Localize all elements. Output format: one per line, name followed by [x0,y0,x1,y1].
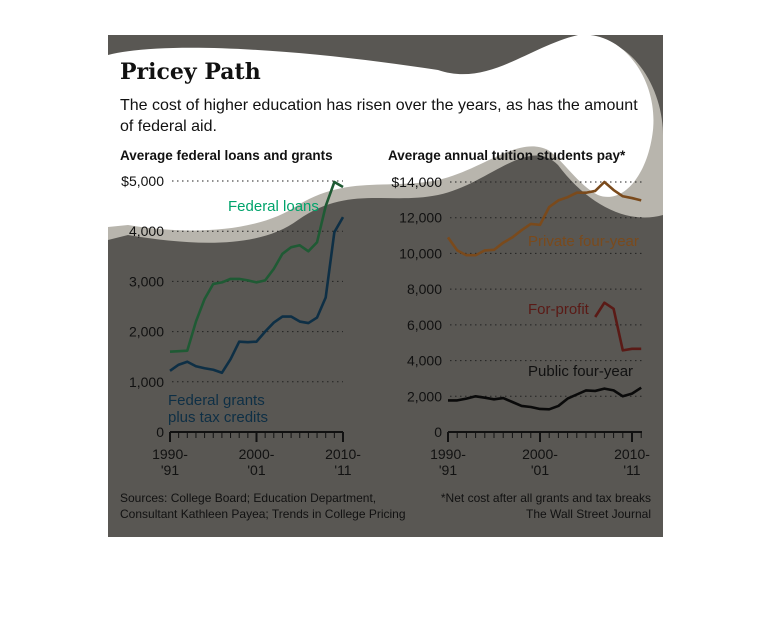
series-line-federal-grants-plus-tax-credits [169,216,345,375]
x-tick-label: '91 [439,462,457,478]
x-tick-label: '11 [623,462,640,478]
x-tick-label: '91 [161,462,179,478]
y-tick-label: 2,000 [407,388,442,404]
charts: 01,0002,0003,0004,000$5,0001990-'912000-… [121,173,650,478]
chart-subtitle: The cost of higher education has risen o… [120,97,638,135]
y-tick-label: 4,000 [407,353,442,369]
credit: The Wall Street Journal [526,507,651,521]
series-label: Federal loans [228,198,319,215]
x-tick-label: '01 [247,462,265,478]
x-tick-label: 1990- [152,446,188,462]
series-label: Public four-year [528,363,633,380]
y-tick-label: 0 [434,424,442,440]
x-tick-label: 2000- [522,446,558,462]
series-line-public-four-year [448,386,642,411]
sources: Sources: College Board; Education Depart… [120,491,406,521]
y-tick-label: 1,000 [129,374,164,390]
y-tick-label: 4,000 [129,223,164,239]
x-tick-label: 2010- [325,446,361,462]
highlight-overlay [108,35,663,243]
series-label: For-profit [528,301,590,318]
x-tick-label: 2010- [614,446,650,462]
y-tick-label: 0 [156,424,164,440]
y-tick-label: 12,000 [399,210,442,226]
x-tick-label: '01 [531,462,549,478]
y-tick-label: 10,000 [399,245,442,261]
y-tick-label: $5,000 [121,173,164,189]
footnote: *Net cost after all grants and tax break… [440,491,651,505]
x-tick-label: 1990- [430,446,466,462]
chart-title: Pricey Path [120,59,261,85]
y-tick-label: $14,000 [391,174,442,190]
series-label: plus tax credits [168,409,268,426]
y-tick-label: 6,000 [407,317,442,333]
series-line-private-four-year [446,180,642,257]
series-line-for-profit [594,301,642,352]
y-tick-label: 2,000 [129,324,164,340]
left-chart-title: Average federal loans and grants [120,148,333,163]
chart-panel: Pricey Path The cost of higher education… [108,35,663,537]
series-label: Private four-year [528,233,639,250]
y-tick-label: 8,000 [407,281,442,297]
series-line-federal-loans [169,180,344,353]
series-label: Federal grants [168,392,265,409]
x-tick-label: '11 [334,462,351,478]
y-tick-label: 3,000 [129,273,164,289]
right-chart-title: Average annual tuition students pay* [388,148,626,163]
x-tick-label: 2000- [239,446,275,462]
